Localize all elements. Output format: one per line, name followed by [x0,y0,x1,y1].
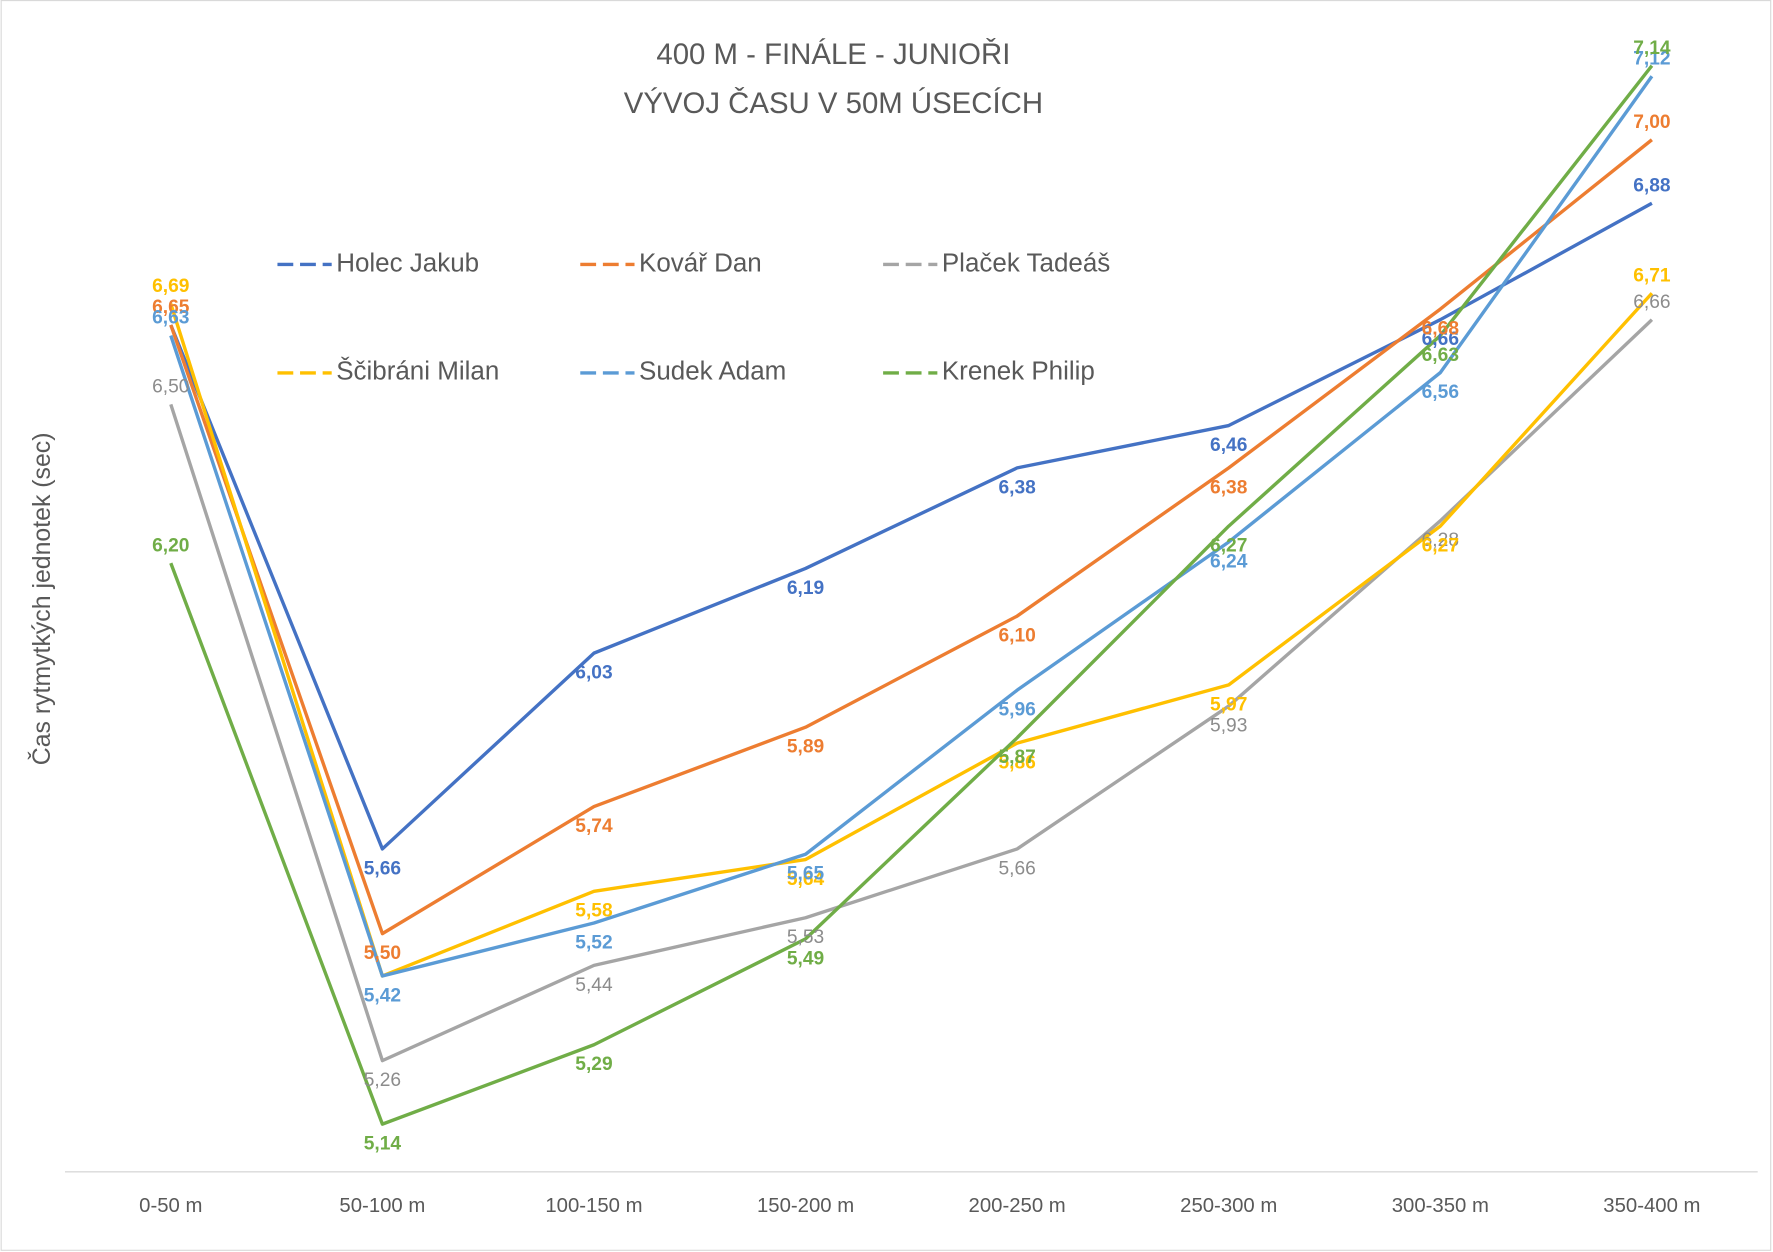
data-label: 5,96 [998,700,1035,721]
data-label: 5,86 [998,753,1035,774]
x-tick-label: 350-400 m [1603,1195,1700,1217]
data-label: 5,65 [787,864,825,885]
series-line [169,64,1654,1126]
data-label: 6,63 [152,308,189,329]
data-label: 5,50 [364,943,401,964]
x-tick-label: 150-200 m [757,1195,854,1217]
series-line [169,75,1654,978]
data-label: 7,00 [1633,112,1670,133]
legend-label: Kovář Dan [639,247,762,277]
x-tick-label: 0-50 m [139,1195,202,1217]
data-label: 5,52 [575,932,612,953]
data-label: 7,14 [1633,38,1671,59]
data-label: 6,46 [1210,435,1247,456]
y-axis-label: Čas rytmytkých jednotek (sec) [27,433,56,766]
data-label: 5,49 [787,948,824,969]
data-label: 6,38 [998,477,1036,498]
data-label: 6,69 [152,276,189,297]
data-label: 5,89 [787,737,824,758]
data-label: 5,97 [1210,694,1247,715]
legend-label: Ščibráni Milan [336,356,499,386]
series-line [169,138,1653,936]
legend-label: Sudek Adam [639,356,786,386]
data-label: 6,19 [787,578,824,599]
data-label: 6,66 [1422,329,1459,350]
legend-label: Krenek Philip [942,356,1095,386]
data-label: 6,88 [1633,175,1671,196]
data-label: 5,26 [364,1070,401,1091]
data-label: 6,27 [1422,536,1459,557]
x-tick-label: 100-150 m [545,1195,642,1217]
data-label: 5,53 [787,927,824,948]
data-label: 6,10 [998,625,1035,646]
chart-title: 400 M - FINÁLE - JUNIOŘI [656,38,1010,71]
data-label: 5,87 [998,747,1035,768]
data-label: 5,74 [575,816,613,837]
data-label: 6,03 [575,663,612,684]
data-label: 5,42 [364,985,401,1006]
data-label: 5,14 [364,1134,402,1155]
x-tick-label: 200-250 m [969,1195,1066,1217]
data-label: 6,65 [152,297,190,318]
data-label: 6,63 [1422,345,1459,366]
x-tick-label: 300-350 m [1392,1195,1489,1217]
data-label: 5,64 [787,869,825,890]
data-label: 6,68 [1422,319,1460,340]
data-label: 5,66 [364,858,401,879]
data-label: 6,50 [152,376,189,397]
data-label: 5,93 [1210,715,1247,736]
data-label: 5,58 [575,901,613,922]
x-tick-label: 250-300 m [1180,1195,1277,1217]
legend-label: Plaček Tadeáš [942,247,1110,277]
data-label: 6,24 [1210,551,1248,572]
data-label: 5,29 [575,1054,612,1075]
data-label: 6,27 [1210,536,1247,557]
data-label: 5,66 [998,858,1035,879]
series-line [169,292,1654,978]
data-label: 6,38 [1210,477,1248,498]
x-tick-label: 50-100 m [339,1195,425,1217]
data-label: 7,12 [1633,48,1670,69]
data-label: 6,71 [1633,265,1671,286]
data-label: 6,66 [1633,292,1670,313]
legend-label: Holec Jakub [336,247,479,277]
data-label: 6,20 [152,535,189,556]
data-label: 6,28 [1422,530,1459,551]
chart-subtitle: VÝVOJ ČASU V 50M ÚSECÍCH [624,86,1043,120]
data-label: 6,56 [1422,382,1459,403]
data-label: 5,44 [575,975,613,996]
